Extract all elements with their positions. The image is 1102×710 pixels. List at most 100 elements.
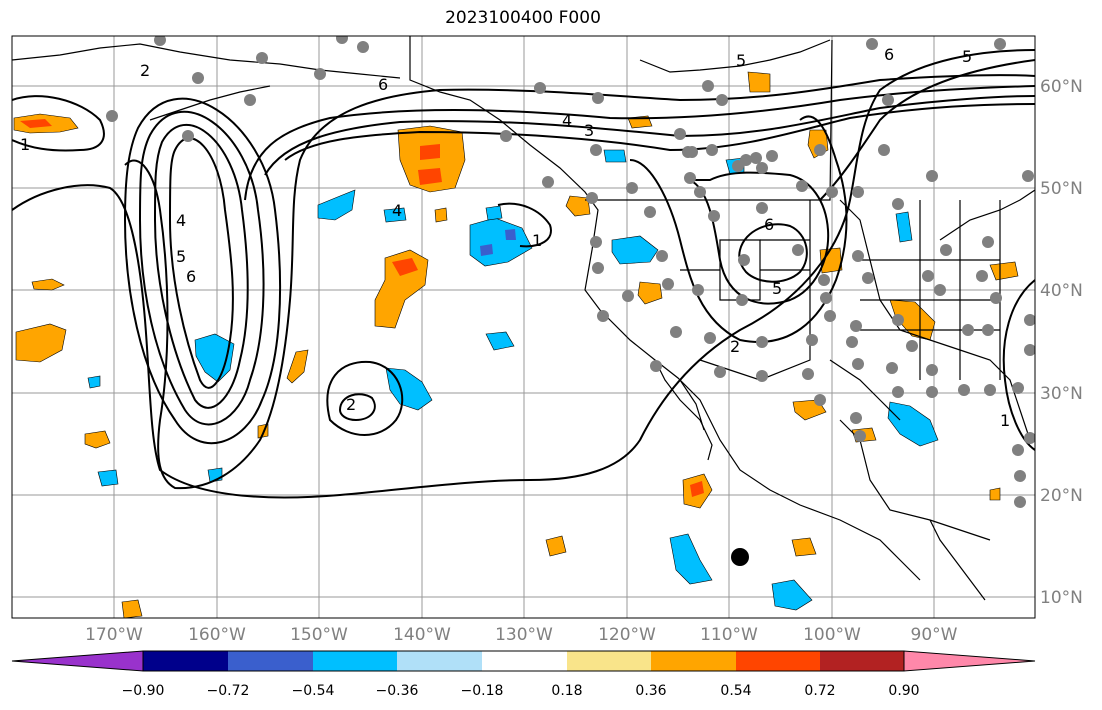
colorbar-segment	[651, 651, 736, 671]
colorbar-segment	[820, 651, 904, 671]
contour-labels: 1 2 4 5 6 6 4 3 5 6 5 2 5 2 1 4 1 6	[20, 45, 1010, 430]
longitude-labels: 170°W 160°W 150°W 140°W 130°W 120°W 110°…	[85, 625, 958, 645]
contour-label: 5	[772, 279, 782, 298]
contour-label: 1	[532, 231, 542, 250]
orange-patch	[84, 430, 111, 449]
orange-patch	[15, 323, 67, 363]
colorbar-tick-label: −0.54	[292, 683, 335, 699]
orange-patch	[637, 281, 663, 305]
red-core	[418, 168, 442, 185]
orange-patch	[565, 195, 591, 217]
contour-label: 3	[584, 121, 594, 140]
contour-label: 1	[20, 135, 30, 154]
colorbar-tick-label: 0.54	[720, 683, 751, 699]
blue-patch	[317, 189, 356, 221]
contour-label: 6	[764, 215, 774, 234]
contour-label: 4	[176, 211, 186, 230]
colorbar-tick-label: 0.72	[804, 683, 835, 699]
colorbar: −0.90 −0.72 −0.54 −0.36 −0.18 0.18 0.36 …	[11, 650, 1036, 699]
lon-label: 120°W	[598, 625, 656, 645]
storm-center-marker	[731, 548, 749, 566]
lon-label: 150°W	[290, 625, 348, 645]
colorbar-segment	[313, 651, 397, 671]
colorbar-extend-right	[903, 650, 1036, 672]
lat-label: 50°N	[1040, 179, 1083, 199]
orange-patch	[434, 207, 448, 223]
orange-patch	[31, 278, 65, 291]
lon-label: 110°W	[700, 625, 758, 645]
colorbar-segment	[567, 651, 651, 671]
contour-label: 4	[392, 201, 402, 220]
blue-patch	[97, 469, 119, 487]
colorbar-segment	[228, 651, 313, 671]
orange-patch	[397, 125, 466, 193]
orange-patch	[791, 537, 817, 557]
colorbar-tick-label: −0.72	[207, 683, 250, 699]
contour-label: 6	[186, 267, 196, 286]
lat-label: 30°N	[1040, 384, 1083, 404]
blue-patch	[383, 207, 407, 223]
colorbar-tick-label: 0.36	[635, 683, 666, 699]
contour-lines	[12, 49, 1035, 499]
lat-label: 60°N	[1040, 77, 1083, 97]
blue-patch	[887, 401, 939, 447]
lon-label: 160°W	[188, 625, 246, 645]
blue-patch	[194, 333, 235, 383]
colorbar-segment	[397, 651, 482, 671]
map-border	[11, 35, 1036, 619]
blue-patch	[611, 235, 659, 265]
gridlines	[12, 36, 1035, 618]
red-core	[690, 481, 704, 497]
colorbar-tick-label: −0.90	[122, 683, 165, 699]
navy-core	[505, 229, 516, 240]
colorbar-tick-label: −0.18	[461, 683, 504, 699]
blue-patch	[385, 367, 433, 411]
contour-label: 4	[562, 111, 572, 130]
orange-patch	[121, 599, 143, 618]
orange-patch	[989, 487, 1001, 501]
blue-patch	[485, 205, 503, 221]
lat-label: 40°N	[1040, 281, 1083, 301]
colorbar-tick-label: −0.36	[376, 683, 419, 699]
contour-label: 5	[962, 47, 972, 66]
lon-label: 100°W	[803, 625, 861, 645]
colorbar-tick-label: 0.90	[888, 683, 919, 699]
contour-label: 2	[346, 395, 356, 414]
lon-label: 130°W	[495, 625, 553, 645]
lon-label: 90°W	[911, 625, 958, 645]
contour-label: 2	[140, 61, 150, 80]
navy-core	[480, 244, 493, 256]
red-core	[392, 258, 418, 276]
colorbar-extend-left	[11, 650, 144, 672]
lon-label: 140°W	[393, 625, 451, 645]
contour-label: 2	[730, 337, 740, 356]
latitude-labels: 60°N 50°N 40°N 30°N 20°N 10°N	[1040, 77, 1083, 608]
map-title: 2023100400 F000	[445, 8, 601, 28]
orange-patch	[286, 349, 309, 384]
blue-patch	[485, 331, 515, 351]
contour-label: 5	[736, 51, 746, 70]
blue-patch	[895, 211, 913, 243]
orange-patch	[747, 71, 771, 93]
contour-label: 5	[176, 247, 186, 266]
blue-patch	[603, 149, 627, 163]
lon-label: 170°W	[85, 625, 143, 645]
contour-label: 6	[884, 45, 894, 64]
lat-label: 10°N	[1040, 588, 1083, 608]
blue-patch	[87, 375, 101, 389]
blue-patch	[771, 579, 813, 611]
colorbar-tick-label: 0.18	[551, 683, 582, 699]
orange-patch	[989, 261, 1019, 281]
colorbar-segment	[482, 651, 567, 671]
station-dots	[106, 36, 1035, 508]
colorbar-segment	[736, 651, 820, 671]
contour-label: 1	[1000, 411, 1010, 430]
orange-patch	[545, 535, 567, 557]
colorbar-segment	[143, 651, 228, 671]
contour-label: 6	[378, 75, 388, 94]
red-core	[20, 119, 52, 128]
red-core	[420, 144, 440, 160]
blue-patch	[669, 533, 713, 585]
lat-label: 20°N	[1040, 486, 1083, 506]
